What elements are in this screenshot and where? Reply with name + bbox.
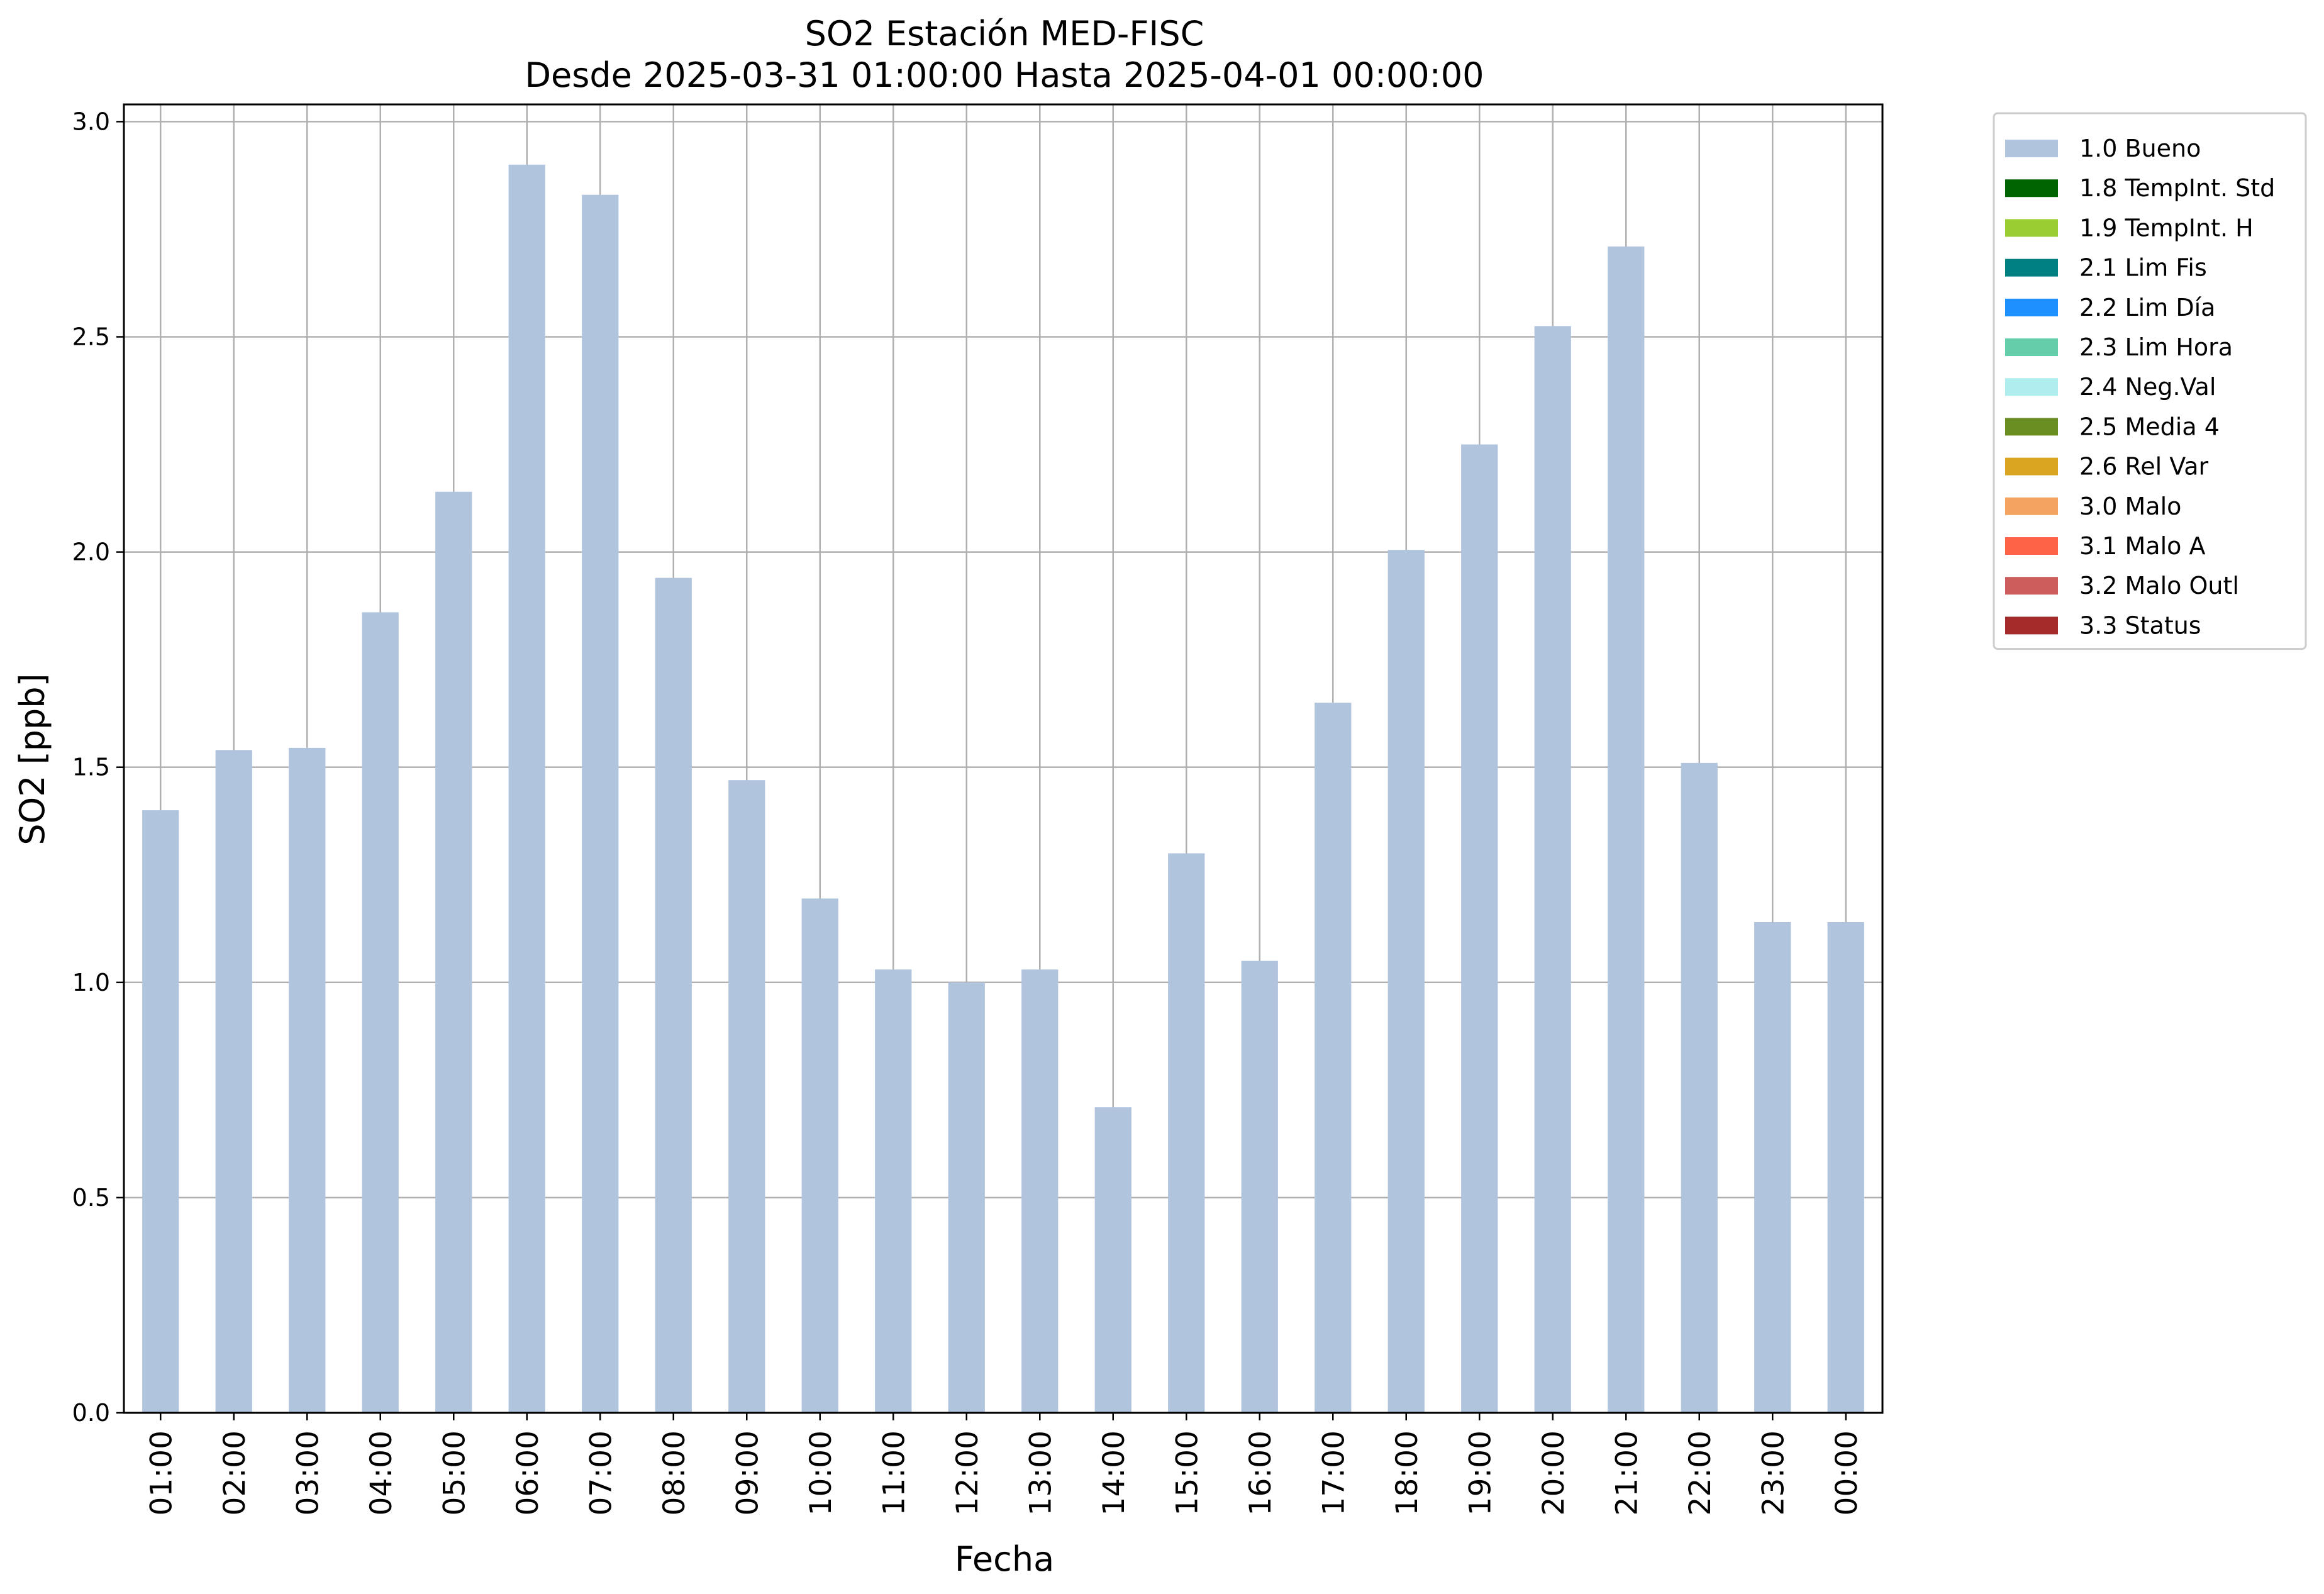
- legend-label: 3.1 Malo A: [2079, 532, 2205, 560]
- y-tick-label: 1.0: [72, 969, 110, 996]
- bar-2300: [1754, 922, 1791, 1413]
- x-tick-label: 09:00: [730, 1430, 765, 1515]
- y-axis-ticks: 0.0 0.5 1.0 1.5 2.0 2.5 3.0: [72, 108, 124, 1427]
- legend-label: 3.0 Malo: [2079, 493, 2181, 520]
- x-tick-label: 21:00: [1610, 1430, 1644, 1515]
- legend-label: 3.2 Malo Outl: [2079, 572, 2239, 599]
- bar-1900: [1461, 444, 1498, 1413]
- x-tick-label: 16:00: [1243, 1430, 1278, 1515]
- bar-0200: [215, 750, 252, 1413]
- y-tick-label: 2.0: [72, 538, 110, 566]
- legend-swatch: [2005, 140, 2058, 157]
- bar-1600: [1241, 961, 1278, 1413]
- legend-swatch: [2005, 457, 2058, 476]
- y-tick-label: 3.0: [72, 108, 110, 135]
- x-tick-label: 14:00: [1097, 1430, 1131, 1515]
- bar-1000: [801, 898, 838, 1413]
- legend-swatch: [2005, 338, 2058, 356]
- x-axis-label: Fecha: [955, 1539, 1054, 1579]
- legend-label: 2.4 Neg.Val: [2079, 373, 2216, 401]
- bar-1300: [1021, 969, 1059, 1413]
- legend-swatch: [2005, 179, 2058, 198]
- bar-1400: [1094, 1107, 1131, 1413]
- x-tick-label: 05:00: [437, 1430, 472, 1515]
- bar-1100: [875, 969, 912, 1413]
- x-axis-ticks: 01:00 02:00 03:00 04:00 05:00 06:00 07:00 08:00…: [144, 1413, 1864, 1515]
- x-tick-label: 07:00: [584, 1430, 618, 1515]
- bar-0300: [289, 747, 326, 1413]
- bar-0500: [435, 491, 472, 1413]
- y-tick-label: 1.5: [72, 754, 110, 781]
- chart-title: SO2 Estación MED-FISC: [805, 14, 1204, 53]
- legend-label: 2.1 Lim Fis: [2079, 254, 2207, 282]
- x-tick-label: 18:00: [1390, 1430, 1425, 1515]
- legend-box: [1993, 112, 2307, 650]
- bar-0000: [1827, 922, 1864, 1413]
- legend-swatch: [2005, 259, 2058, 277]
- bar-0400: [362, 612, 399, 1413]
- chart-subtitle: Desde 2025-03-31 01:00:00 Hasta 2025-04-…: [525, 55, 1484, 95]
- y-tick-label: 2.5: [72, 323, 110, 350]
- x-tick-label: 10:00: [804, 1430, 838, 1515]
- legend-label: 1.0 Bueno: [2079, 135, 2201, 162]
- legend-label: 2.5 Media 4: [2079, 413, 2220, 440]
- legend-swatch: [2005, 418, 2058, 436]
- x-tick-label: 20:00: [1537, 1430, 1571, 1515]
- x-tick-label: 11:00: [877, 1430, 911, 1515]
- legend-swatch: [2005, 577, 2058, 595]
- legend-label: 2.3 Lim Hora: [2079, 333, 2233, 361]
- x-tick-label: 06:00: [511, 1430, 545, 1515]
- x-tick-label: 03:00: [291, 1430, 325, 1515]
- bar-2200: [1681, 762, 1718, 1413]
- legend: 1.0 Bueno 1.8 TempInt. Std 1.9 TempInt. H 2…: [1993, 112, 2307, 650]
- x-tick-label: 23:00: [1756, 1430, 1791, 1515]
- x-tick-label: 15:00: [1170, 1430, 1204, 1515]
- legend-label: 2.6 Rel Var: [2079, 453, 2209, 481]
- x-tick-label: 01:00: [144, 1430, 179, 1515]
- legend-swatch: [2005, 497, 2058, 515]
- bar-2000: [1534, 326, 1571, 1413]
- legend-swatch: [2005, 219, 2058, 237]
- legend-swatch: [2005, 378, 2058, 396]
- bar-2100: [1608, 246, 1645, 1413]
- bar-0900: [728, 780, 765, 1413]
- x-tick-label: 00:00: [1830, 1430, 1864, 1515]
- y-tick-label: 0.0: [72, 1399, 110, 1427]
- y-axis-label: SO2 [ppb]: [13, 673, 52, 845]
- bar-1200: [948, 982, 985, 1413]
- legend-swatch: [2005, 298, 2058, 316]
- bar-0100: [142, 810, 179, 1413]
- x-tick-label: 12:00: [950, 1430, 985, 1515]
- x-tick-label: 22:00: [1683, 1430, 1718, 1515]
- y-tick-label: 0.5: [72, 1184, 110, 1212]
- x-tick-label: 02:00: [218, 1430, 252, 1515]
- plot-frame: [123, 103, 1884, 1414]
- bars: [142, 164, 1864, 1413]
- legend-label: 3.3 Status: [2079, 611, 2201, 639]
- bar-0700: [582, 194, 619, 1413]
- x-tick-label: 08:00: [657, 1430, 692, 1515]
- legend-swatch: [2005, 616, 2058, 635]
- bar-0800: [655, 577, 692, 1413]
- bar-1500: [1168, 853, 1205, 1413]
- legend-swatch: [2005, 537, 2058, 555]
- x-tick-label: 13:00: [1023, 1430, 1058, 1515]
- x-tick-label: 04:00: [364, 1430, 399, 1515]
- legend-label: 1.8 TempInt. Std: [2079, 174, 2275, 202]
- bar-1800: [1387, 550, 1425, 1413]
- legend-label: 2.2 Lim Día: [2079, 294, 2215, 321]
- x-tick-label: 17:00: [1316, 1430, 1351, 1515]
- legend-label: 1.9 TempInt. H: [2079, 214, 2254, 242]
- x-tick-label: 19:00: [1463, 1430, 1498, 1515]
- bar-1700: [1315, 703, 1352, 1413]
- bar-0600: [508, 164, 545, 1413]
